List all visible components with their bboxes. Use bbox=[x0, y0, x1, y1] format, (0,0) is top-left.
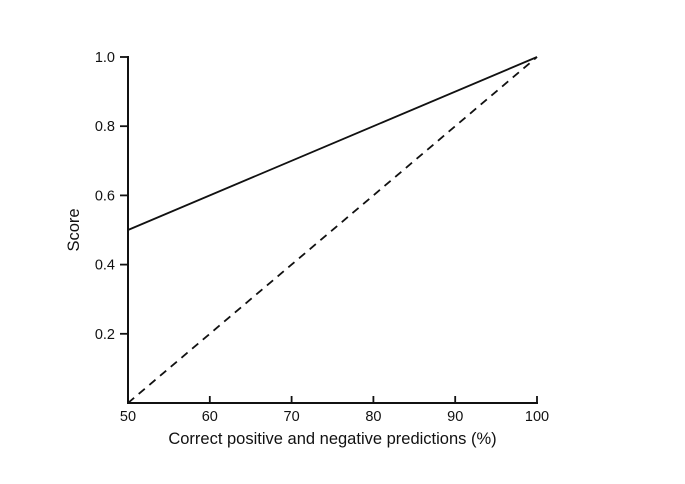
x-axis-title: Correct positive and negative prediction… bbox=[168, 430, 497, 448]
y-tick-label: 0.4 bbox=[95, 258, 115, 274]
series-solid-line bbox=[127, 56, 538, 231]
x-tick-label: 80 bbox=[365, 409, 381, 425]
x-tick-label: 60 bbox=[202, 409, 218, 425]
y-tick-label: 0.6 bbox=[95, 188, 115, 204]
x-tick-label: 50 bbox=[120, 409, 136, 425]
x-tick-label: 90 bbox=[447, 409, 463, 425]
y-tick-label: 0.8 bbox=[95, 119, 115, 135]
y-tick-label: 1.0 bbox=[95, 50, 115, 66]
y-axis-title: Score bbox=[65, 208, 84, 252]
y-tick-label: 0.2 bbox=[95, 327, 115, 343]
series-dashed-line bbox=[127, 56, 538, 404]
x-tick-label: 70 bbox=[284, 409, 300, 425]
x-tick-label: 100 bbox=[525, 409, 549, 425]
